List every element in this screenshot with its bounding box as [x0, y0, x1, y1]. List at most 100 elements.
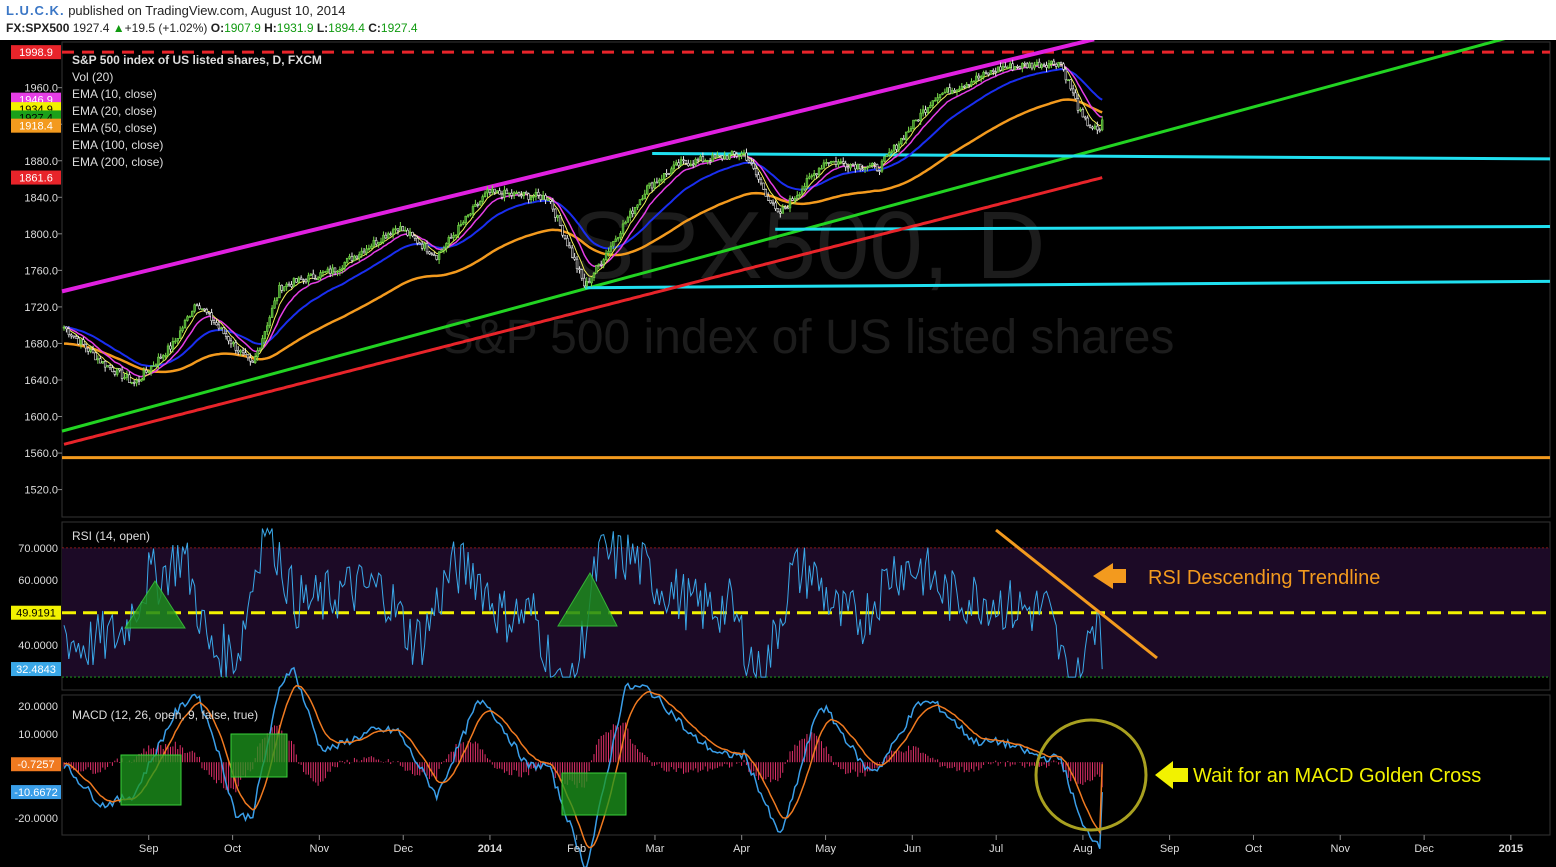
watermark-symbol: SPX500, D — [571, 192, 1046, 299]
candle-body — [65, 326, 68, 330]
legend-ema100: EMA (100, close) — [72, 138, 163, 152]
candle-body — [999, 66, 1002, 71]
published-text: published on TradingView.com, August 10,… — [68, 3, 346, 18]
candle-body — [299, 277, 303, 280]
candle-body — [191, 310, 194, 317]
candle-body — [466, 214, 470, 217]
candle-body — [609, 245, 613, 252]
candle-body — [810, 175, 813, 178]
candle-body — [106, 365, 109, 368]
candle-body — [769, 200, 772, 204]
candle-body — [583, 277, 586, 287]
time-axis-label: Nov — [310, 843, 330, 855]
candle-body — [880, 160, 884, 172]
candle-body — [977, 75, 980, 79]
candle-body — [246, 354, 250, 359]
macd-tag-bg — [11, 757, 61, 772]
candle-body — [1074, 92, 1077, 99]
candle-body — [331, 267, 334, 274]
candle-body — [302, 279, 305, 281]
price-axis-label: 1760.0 — [24, 265, 58, 277]
time-axis-label: May — [815, 843, 836, 855]
candle-body — [621, 223, 625, 234]
candle-body — [919, 112, 922, 121]
candle-body — [498, 190, 501, 195]
price-chart[interactable]: SPX500, D S&P 500 index of US listed sha… — [0, 40, 1556, 867]
price-axis-label: 1520.0 — [24, 485, 58, 497]
candle-body — [253, 356, 257, 363]
candle-body — [353, 255, 356, 261]
candle-body — [745, 152, 748, 161]
candle-body — [909, 128, 913, 132]
channel-top-trendline — [61, 40, 1095, 294]
candle-body — [224, 333, 228, 337]
candle-body — [1059, 61, 1063, 65]
arrow-left-icon — [1155, 761, 1188, 789]
candle-body — [529, 196, 533, 200]
macd-tag: -10.6672 — [14, 787, 57, 799]
candle-body — [142, 369, 146, 380]
candle-body — [72, 335, 75, 338]
price-axis-label: 1880.0 — [24, 156, 58, 168]
time-axis-label: Nov — [1330, 843, 1350, 855]
candle-body — [556, 215, 559, 218]
candle-body — [479, 201, 482, 206]
candle-body — [1004, 66, 1007, 69]
candle-body — [283, 286, 286, 291]
rsi-tag: 49.9191 — [16, 608, 56, 620]
candle-body — [943, 91, 947, 94]
candle-body — [149, 366, 153, 372]
candle-body — [355, 255, 359, 259]
arrow-left-icon — [1093, 563, 1126, 589]
candle-body — [379, 241, 383, 244]
legend-title: S&P 500 index of US listed shares, D, FX… — [72, 53, 322, 67]
candle-body — [984, 71, 988, 74]
candle-body — [713, 154, 717, 158]
price-axis-label: 1800.0 — [24, 229, 58, 241]
candle-body — [227, 336, 230, 342]
candle-body — [290, 284, 293, 287]
candle-body — [416, 237, 419, 244]
rsi-line — [63, 527, 1103, 679]
candle-body — [94, 352, 97, 361]
candle-body — [338, 269, 342, 272]
bullish-triangle-marker — [124, 580, 186, 629]
candle-body — [672, 164, 676, 170]
candle-body — [256, 350, 259, 357]
candle-body — [1079, 109, 1082, 111]
candle-body — [941, 92, 944, 95]
candle-body — [275, 297, 279, 302]
horizontal-trendline-3 — [585, 279, 1551, 290]
last-price: 1927.4 — [72, 21, 110, 35]
candle-body — [568, 245, 571, 249]
candle-body — [992, 70, 995, 72]
candle-body — [457, 225, 460, 236]
candle-body — [566, 237, 569, 247]
candle-body — [996, 66, 1000, 73]
candle-body — [844, 162, 847, 168]
author-link[interactable]: L.U.C.K. — [6, 3, 65, 18]
candle-body — [933, 99, 937, 102]
candle-body — [929, 105, 932, 108]
candle-body — [249, 357, 252, 362]
candle-body — [495, 190, 499, 193]
rsi-descending-trendline — [995, 528, 1158, 660]
symbol-label: FX:SPX500 — [6, 21, 70, 35]
price-pane[interactable] — [61, 41, 1551, 518]
candle-body — [116, 368, 119, 375]
candle-body — [1091, 126, 1094, 129]
candle-body — [803, 185, 806, 190]
candle-body — [1018, 66, 1022, 69]
time-axis-label: Apr — [733, 843, 750, 855]
candle-body — [638, 199, 642, 206]
candle-body — [747, 159, 751, 163]
candle-body — [788, 198, 792, 209]
candle-body — [1081, 109, 1085, 118]
rsi-axis-label: 60.0000 — [18, 575, 58, 587]
time-axis-label: Oct — [1245, 843, 1262, 855]
candle-body — [362, 250, 366, 254]
candle-body — [950, 90, 954, 94]
candle-body — [655, 181, 659, 184]
candle-body — [890, 150, 893, 153]
candle-body — [1011, 63, 1014, 71]
